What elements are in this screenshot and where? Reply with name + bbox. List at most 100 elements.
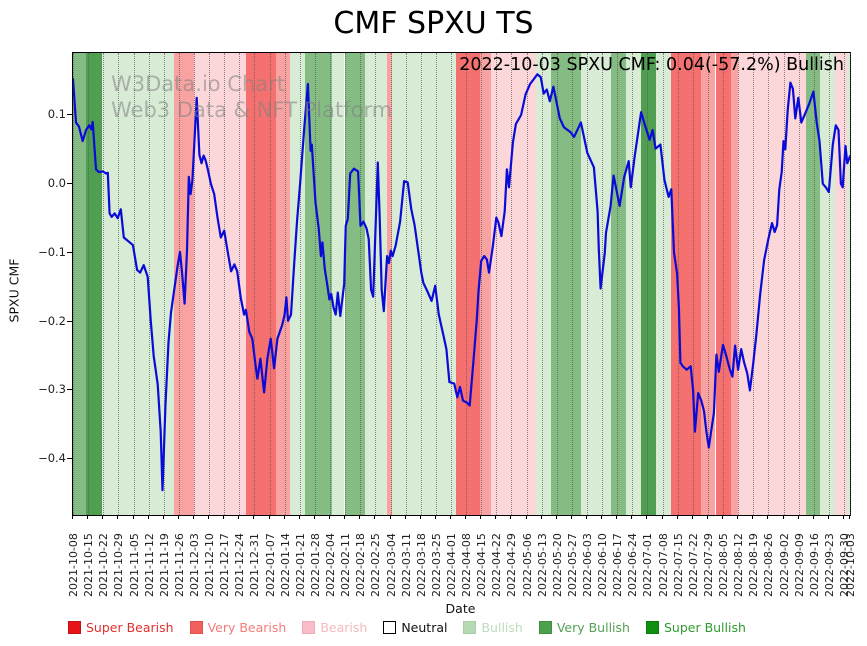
x-tick-mark: [419, 515, 421, 519]
x-tick-mark: [465, 515, 466, 519]
band-bullish: [536, 53, 552, 515]
y-tick-mark: [67, 458, 72, 460]
legend-item-super-bullish: Super Bullish: [645, 620, 746, 635]
x-tick-mark: [223, 515, 225, 519]
sentiment-legend: Super Bearish Very Bearish Bearish Neutral B…: [68, 620, 746, 635]
legend-label: Neutral: [401, 620, 448, 635]
gridline: [783, 53, 785, 515]
y-tick-mark: [67, 251, 72, 253]
band-bullish: [847, 53, 850, 515]
gridline: [450, 53, 452, 515]
x-tick-label: 2022-04-15: [475, 533, 489, 597]
gridline: [571, 53, 573, 515]
x-tick-mark: [208, 515, 210, 519]
band-veryBearish: [730, 53, 739, 515]
x-tick-label: 2021-10-15: [82, 533, 96, 597]
x-tick-label: 2022-01-21: [293, 533, 307, 597]
gridline: [420, 53, 422, 515]
gridline: [103, 53, 105, 515]
gridline: [587, 53, 588, 515]
gridline: [707, 53, 709, 515]
x-tick-mark: [812, 515, 814, 519]
x-tick-label: 2022-03-11: [399, 533, 413, 597]
gridline: [617, 53, 619, 515]
gridline: [511, 53, 513, 515]
gridline: [224, 53, 226, 515]
x-tick-mark: [525, 515, 527, 519]
y-tick-label: 0.1: [47, 107, 66, 121]
legend-label: Very Bullish: [556, 620, 630, 635]
band-veryBullish: [805, 53, 821, 515]
x-tick-mark: [344, 515, 346, 519]
gridline: [541, 53, 543, 515]
gridline: [692, 53, 694, 515]
legend-label: Super Bullish: [663, 620, 746, 635]
gridline: [299, 53, 301, 515]
gridline: [254, 53, 256, 515]
x-tick-mark: [555, 515, 557, 519]
x-tick-label: 2022-09-09: [792, 533, 806, 597]
gridline: [133, 53, 135, 515]
x-tick-mark: [87, 515, 89, 519]
x-tick-mark: [329, 515, 330, 519]
x-tick-label: 2022-01-28: [308, 533, 322, 597]
x-tick-label: 2022-07-08: [656, 533, 670, 597]
x-tick-label: 2022-04-29: [505, 533, 519, 597]
band-bearish: [491, 53, 537, 515]
x-tick-mark: [616, 515, 618, 519]
gridline: [269, 53, 271, 515]
chart-title: CMF SPXU TS: [333, 6, 534, 41]
y-tick-label: 0.0: [47, 175, 66, 190]
x-tick-mark: [359, 515, 361, 519]
y-axis-label: SPXU CMF: [6, 258, 22, 323]
gridline: [390, 53, 392, 515]
x-tick-label: 2022-05-20: [550, 533, 564, 597]
x-tick-label: 2022-04-01: [444, 533, 458, 597]
legend-label: Bullish: [481, 620, 523, 635]
band-veryBullish: [344, 53, 366, 515]
x-tick-label: 2022-03-18: [414, 533, 428, 597]
x-tick-label: 2022-09-02: [777, 533, 791, 597]
x-tick-mark: [162, 515, 164, 519]
legend-label: Bearish: [320, 620, 368, 635]
legend-item-bullish: Bullish: [463, 620, 523, 635]
gridline: [178, 53, 180, 515]
x-tick-label: 2021-12-17: [218, 533, 232, 597]
x-tick-mark: [434, 515, 436, 519]
band-bearish: [193, 53, 246, 515]
gridline: [193, 53, 195, 515]
x-tick-label: 2021-11-19: [157, 533, 171, 597]
x-tick-mark: [238, 515, 240, 519]
gridline: [850, 53, 851, 515]
x-tick-label: 2022-07-29: [701, 533, 715, 597]
x-tick-mark: [147, 515, 149, 519]
y-tick-label: −0.4: [38, 451, 66, 466]
x-tick-mark: [177, 515, 179, 519]
x-tick-mark: [480, 515, 482, 519]
gridline: [662, 53, 664, 515]
x-tick-mark: [752, 515, 754, 519]
x-tick-label: 2022-01-14: [278, 533, 292, 597]
gridline: [556, 53, 558, 515]
gridline: [163, 53, 165, 515]
x-tick-mark: [586, 515, 587, 519]
x-tick-label: 2022-06-17: [611, 533, 625, 597]
gridline: [738, 53, 740, 515]
gridline: [753, 53, 755, 515]
band-superBullish: [86, 53, 102, 515]
x-tick-label: 2022-10-03: [844, 533, 857, 597]
x-tick-mark: [722, 515, 723, 519]
x-tick-label: 2022-08-05: [717, 533, 730, 597]
x-tick-label: 2021-11-26: [172, 533, 186, 597]
x-tick-label: 2021-10-08: [67, 533, 80, 597]
gridline: [828, 53, 830, 515]
cmf-line: [73, 73, 850, 492]
x-tick-label: 2021-12-24: [233, 533, 247, 597]
y-tick-mark: [67, 182, 72, 184]
x-tick-label: 2022-08-26: [762, 533, 776, 597]
x-tick-mark: [849, 515, 850, 519]
band-veryBearish: [479, 53, 492, 515]
x-tick-label: 2021-12-31: [248, 533, 262, 597]
legend-item-very-bearish: Very Bearish: [189, 620, 286, 635]
